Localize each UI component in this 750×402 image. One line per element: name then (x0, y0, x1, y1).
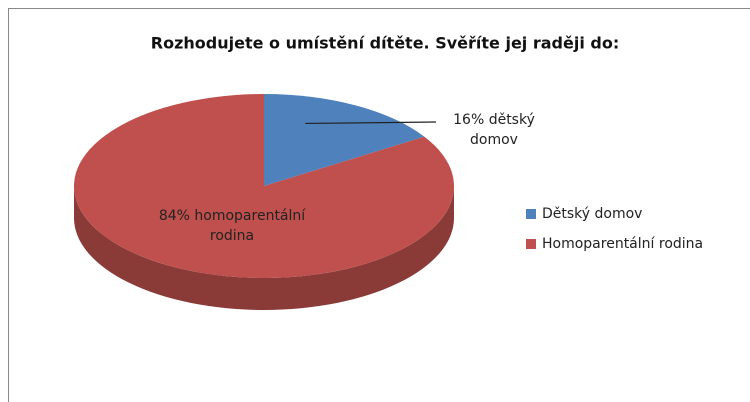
legend-label: Homoparentální rodina (542, 236, 703, 252)
leader-line (305, 121, 437, 125)
slice (74, 94, 454, 278)
data-label: 16% dětský domov (453, 112, 535, 148)
slice-side (74, 186, 454, 310)
chart-title: Rozhodujete o umístění dítěte. Svěříte j… (151, 34, 619, 53)
legend-label: Dětský domov (542, 206, 642, 222)
data-label: 84% homoparentální rodina (158, 208, 306, 244)
legend-swatch (526, 239, 536, 249)
slice (264, 94, 425, 186)
legend-swatch (526, 209, 536, 219)
